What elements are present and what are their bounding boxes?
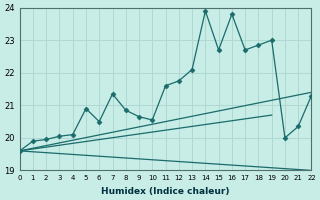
- X-axis label: Humidex (Indice chaleur): Humidex (Indice chaleur): [101, 187, 230, 196]
